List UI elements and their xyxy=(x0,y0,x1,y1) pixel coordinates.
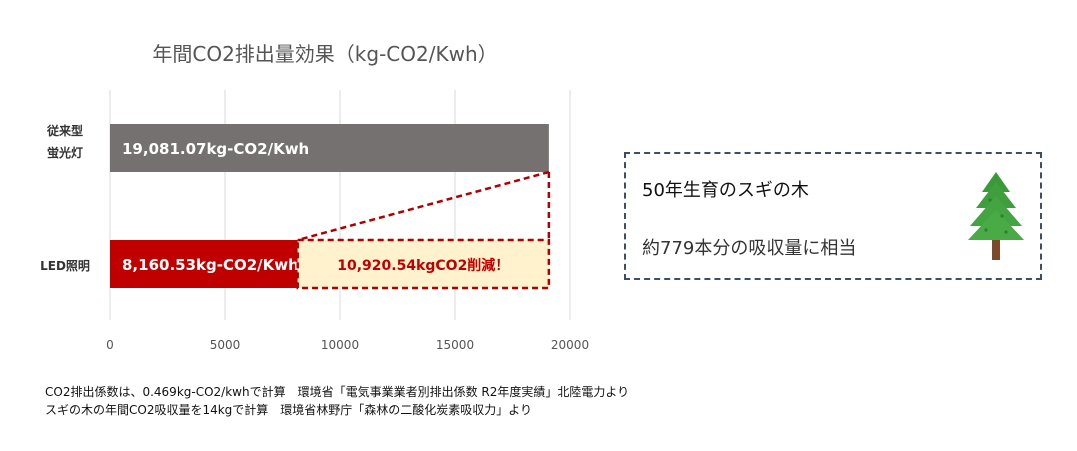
footnotes: CO2排出係数は、0.469kg-CO2/kwhで計算 環境省「電気事業業者別排… xyxy=(45,383,629,419)
bar-value-label: 19,081.07kg-CO2/Kwh xyxy=(122,140,309,158)
bar-conventional-fluorescent xyxy=(110,124,549,172)
x-tick-label: 0 xyxy=(106,338,114,352)
category-label-line: LED照明 xyxy=(40,259,90,273)
bar-value-label: 8,160.53kg-CO2/Kwh xyxy=(122,256,299,274)
tree-icon xyxy=(968,172,1024,260)
footnote-cedar-absorption: スギの木の年間CO2吸収量を14kgで計算 環境省林野庁「森林の二酸化炭素吸収力… xyxy=(45,403,533,417)
reduction-box xyxy=(296,238,551,290)
reduction-label: 10,920.54kgCO2削減！ xyxy=(337,257,509,274)
x-tick-label: 10000 xyxy=(321,338,359,352)
equivalence-note-box: 50年生育のスギの木 約779本分の吸収量に相当 xyxy=(624,152,1042,280)
note-tree-age: 50年生育のスギの木 xyxy=(642,180,809,201)
category-label-line: 蛍光灯 xyxy=(46,146,83,160)
category-label-line: 従来型 xyxy=(46,124,83,138)
connector-line-diagonal xyxy=(297,170,550,242)
x-tick-label: 20000 xyxy=(551,338,589,352)
note-equivalent-count: 約779本分の吸収量に相当 xyxy=(642,238,857,259)
category-label-conventional: 従来型 蛍光灯 xyxy=(30,120,100,164)
x-tick-label: 15000 xyxy=(436,338,474,352)
bar-led-lighting xyxy=(110,240,298,288)
bar-chart: 0 5000 10000 15000 20000 19,081.07kg-CO2/Kwh 8… xyxy=(106,90,589,352)
footnote-emission-factor: CO2排出係数は、0.469kg-CO2/kwhで計算 環境省「電気事業業者別排… xyxy=(45,385,630,399)
category-label-led: LED照明 xyxy=(30,255,100,277)
x-tick-label: 5000 xyxy=(210,338,241,352)
chart-title: 年間CO2排出量効果（kg-CO2/Kwh） xyxy=(152,42,498,66)
